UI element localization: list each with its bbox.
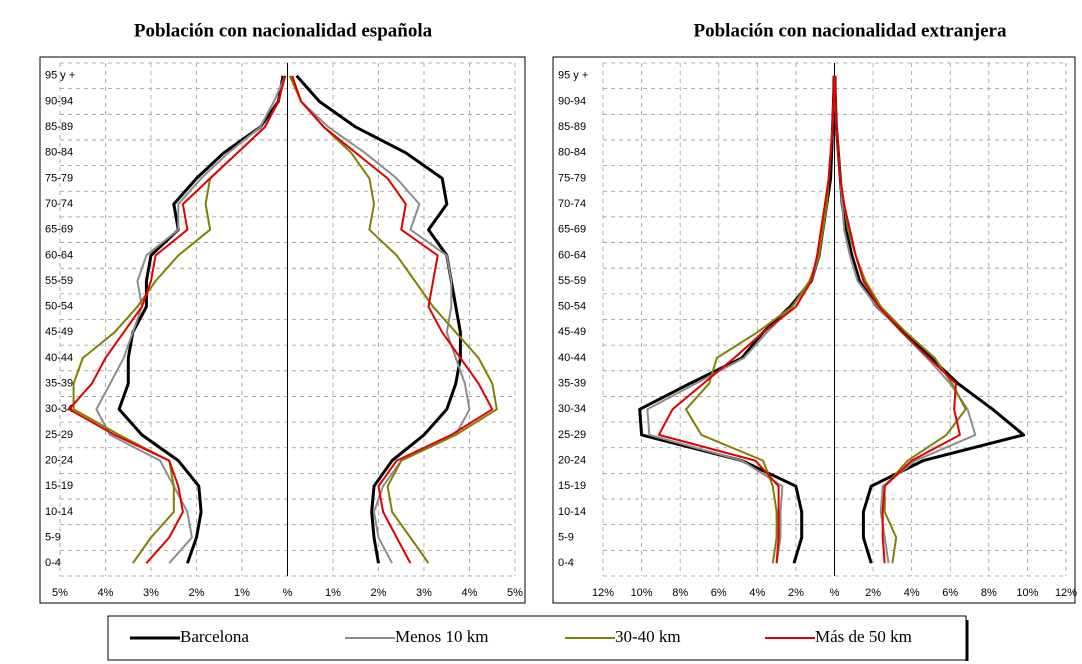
y-tick-label: 85-89: [558, 121, 586, 133]
y-tick-label: 65-69: [45, 224, 73, 236]
y-tick-label: 35-39: [558, 378, 586, 390]
x-tick-label: 2%: [788, 587, 804, 599]
series-line: [295, 74, 462, 564]
y-tick-label: 30-34: [45, 403, 73, 415]
panel-frame: [552, 56, 1076, 604]
y-tick-label: 55-59: [45, 275, 73, 287]
x-tick-label: 5%: [52, 587, 68, 599]
legend-label: 30-40 km: [615, 627, 681, 646]
y-tick-label: 15-19: [558, 480, 586, 492]
series-line: [638, 75, 836, 564]
x-tick-label: %: [283, 587, 293, 599]
y-tick-label: 60-64: [558, 249, 586, 261]
y-tick-label: 90-94: [45, 95, 73, 107]
x-tick-label: 12%: [1055, 587, 1077, 599]
y-tick-label: 10-14: [45, 506, 73, 518]
y-tick-label: 85-89: [45, 121, 73, 133]
y-tick-label: 70-74: [558, 198, 586, 210]
x-tick-label: 12%: [592, 587, 614, 599]
series-line: [657, 75, 836, 564]
y-tick-label: 20-24: [45, 454, 73, 466]
y-tick-label: 30-34: [558, 403, 586, 415]
y-tick-label: 5-9: [558, 531, 574, 543]
y-tick-label: 10-14: [558, 506, 586, 518]
x-tick-label: 4%: [462, 587, 478, 599]
x-tick-label: 2%: [189, 587, 205, 599]
x-tick-label: 6%: [942, 587, 958, 599]
y-tick-label: 0-4: [558, 557, 574, 569]
x-tick-label: 5%: [507, 587, 523, 599]
y-tick-label: 95 y +: [45, 70, 75, 82]
series-line: [288, 75, 498, 564]
y-tick-label: 70-74: [45, 198, 73, 210]
series-line: [291, 75, 494, 564]
series-line: [68, 75, 287, 564]
y-tick-label: 75-79: [558, 172, 586, 184]
x-tick-label: 4%: [98, 587, 114, 599]
x-tick-label: 1%: [325, 587, 341, 599]
x-tick-label: 2%: [371, 587, 387, 599]
y-tick-label: 80-84: [558, 147, 586, 159]
x-tick-label: 3%: [143, 587, 159, 599]
y-tick-label: 40-44: [45, 352, 73, 364]
y-tick-label: 55-59: [558, 275, 586, 287]
y-tick-label: 75-79: [45, 172, 73, 184]
chart-title: Población con nacionalidad española: [134, 20, 433, 41]
y-tick-label: 15-19: [45, 480, 73, 492]
panel-frame: [39, 56, 526, 604]
y-tick-label: 25-29: [45, 429, 73, 441]
y-tick-label: 50-54: [558, 301, 586, 313]
x-tick-label: 8%: [672, 587, 688, 599]
chart-title: Población con nacionalidad extranjera: [694, 20, 1007, 41]
y-tick-label: 80-84: [45, 147, 73, 159]
series-line: [833, 75, 961, 564]
legend-box: [107, 615, 967, 661]
x-tick-label: 6%: [711, 587, 727, 599]
y-tick-label: 45-49: [45, 326, 73, 338]
y-tick-label: 35-39: [45, 378, 73, 390]
legend-label: Menos 10 km: [395, 627, 489, 646]
y-tick-label: 50-54: [45, 301, 73, 313]
y-tick-label: 40-44: [558, 352, 586, 364]
y-tick-label: 90-94: [558, 95, 586, 107]
x-tick-label: 4%: [749, 587, 765, 599]
x-tick-label: 4%: [904, 587, 920, 599]
x-tick-label: 1%: [234, 587, 250, 599]
legend-label: Más de 50 km: [815, 627, 912, 646]
x-tick-label: 2%: [865, 587, 881, 599]
series-line: [117, 75, 285, 564]
x-tick-label: %: [830, 587, 840, 599]
y-tick-label: 60-64: [45, 249, 73, 261]
series-line: [291, 75, 471, 564]
y-tick-label: 25-29: [558, 429, 586, 441]
y-tick-label: 0-4: [45, 557, 61, 569]
y-tick-label: 5-9: [45, 531, 61, 543]
y-tick-label: 45-49: [558, 326, 586, 338]
legend-label: Barcelona: [180, 627, 249, 646]
y-tick-label: 65-69: [558, 224, 586, 236]
x-tick-label: 10%: [631, 587, 653, 599]
x-tick-label: 3%: [416, 587, 432, 599]
y-tick-label: 95 y +: [558, 70, 588, 82]
x-tick-label: 10%: [1016, 587, 1038, 599]
y-tick-label: 20-24: [558, 454, 586, 466]
series-line: [95, 75, 287, 564]
x-tick-label: 8%: [981, 587, 997, 599]
